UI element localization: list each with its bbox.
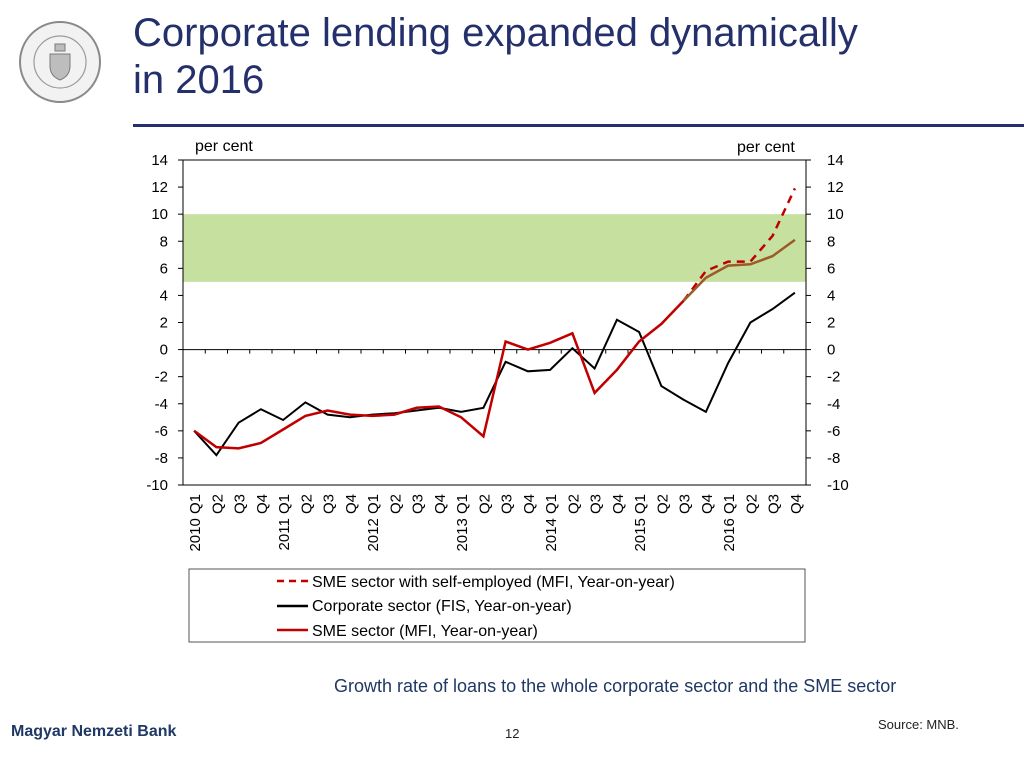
chart-caption: Growth rate of loans to the whole corpor…	[334, 676, 897, 696]
x-tick-label: Q2	[298, 494, 315, 514]
y-tick-label-left: 4	[160, 287, 168, 304]
x-tick-label: Q2	[565, 494, 582, 514]
y-tick-label-left: 10	[151, 206, 168, 223]
page-number: 12	[505, 726, 520, 741]
x-tick-label: 2015 Q1	[632, 494, 649, 552]
x-tick-label: 2013 Q1	[454, 494, 471, 552]
x-tick-label: Q3	[321, 494, 338, 514]
y-tick-label-left: 8	[160, 233, 168, 250]
source-note: Source: MNB.	[878, 717, 959, 732]
left-axis-unit: per cent	[195, 138, 253, 155]
series-line-sme	[193, 299, 685, 450]
series-line-sme-self-employed	[682, 187, 797, 302]
y-tick-label-right: 12	[827, 179, 844, 196]
plot-frame	[182, 159, 807, 486]
y-tick-label-left: -2	[155, 369, 168, 386]
x-tick-label: Q2	[209, 494, 226, 514]
legend-label-corporate: Corporate sector (FIS, Year-on-year)	[312, 598, 572, 615]
x-tick-label: 2014 Q1	[543, 494, 560, 552]
footer-brand: Magyar Nemzeti Bank	[11, 723, 177, 740]
x-tick-label: Q4	[521, 494, 538, 514]
y-tick-label-right: 8	[827, 233, 835, 250]
page-title: Corporate lending expanded dynamically i…	[133, 10, 993, 104]
x-tick-label: Q4	[343, 494, 360, 514]
x-tick-label: Q3	[232, 494, 249, 514]
target-band	[183, 214, 806, 282]
x-tick-label: Q3	[766, 494, 783, 514]
y-tick-label-right: 14	[827, 152, 844, 169]
x-tick-marks	[182, 349, 807, 354]
y-tick-label-right: -4	[827, 396, 840, 413]
y-tick-label-left: 14	[151, 152, 168, 169]
title-line-2: in 2016	[133, 58, 265, 102]
x-tick-label: Q2	[654, 494, 671, 514]
x-tick-label: 2016 Q1	[721, 494, 738, 552]
legend-label-sme: SME sector (MFI, Year-on-year)	[312, 623, 538, 640]
y-tick-label-right: -6	[827, 423, 840, 440]
x-tick-label: 2010 Q1	[187, 494, 204, 552]
right-axis-unit: per cent	[737, 139, 795, 156]
x-tick-label: Q2	[743, 494, 760, 514]
y-tick-label-right: 0	[827, 342, 835, 359]
y-tick-label-right: 6	[827, 260, 835, 277]
y-tick-label-left: 6	[160, 260, 168, 277]
series-line-sme-continuation	[682, 238, 796, 302]
series-line-corporate	[193, 291, 796, 457]
x-tick-label: Q3	[588, 494, 605, 514]
y-tick-label-left: -4	[155, 396, 168, 413]
x-tick-label: Q3	[410, 494, 427, 514]
legend-label-sme-self: SME sector with self-employed (MFI, Year…	[312, 574, 675, 591]
series-lines	[193, 187, 797, 457]
y-tick-label-left: -8	[155, 450, 168, 467]
y-tick-label-right: -2	[827, 369, 840, 386]
x-tick-label: Q4	[610, 494, 627, 514]
y-tick-label-left: -6	[155, 423, 168, 440]
y-tick-label-left: -10	[146, 477, 168, 494]
x-tick-label: 2011 Q1	[276, 494, 293, 550]
title-line-1: Corporate lending expanded dynamically	[133, 11, 858, 55]
y-tick-label-right: -10	[827, 477, 849, 494]
x-tick-label: 2012 Q1	[365, 494, 382, 552]
legend: SME sector with self-employed (MFI, Year…	[188, 568, 806, 643]
x-tick-label: Q4	[699, 494, 716, 514]
x-tick-label: Q4	[432, 494, 449, 514]
x-axis: 2010 Q1 Q2 Q3 Q4 2011 Q1 Q2 Q3 Q4 2012 Q1 Q2 Q3 Q4 2…	[187, 494, 805, 552]
mnb-logo	[19, 21, 101, 103]
y-tick-label-right: 2	[827, 315, 835, 332]
y-tick-label-left: 2	[160, 315, 168, 332]
y-tick-label-right: -8	[827, 450, 840, 467]
y-tick-label-right: 4	[827, 287, 835, 304]
x-tick-label: Q3	[499, 494, 516, 514]
y-tick-label-left: 12	[151, 179, 168, 196]
x-tick-label: Q2	[387, 494, 404, 514]
x-tick-label: Q4	[788, 494, 805, 514]
y-tick-label-right: 10	[827, 206, 844, 223]
y-tick-label-left: 0	[160, 342, 168, 359]
x-tick-label: Q4	[254, 494, 271, 514]
x-tick-label: Q2	[476, 494, 493, 514]
left-y-axis: 14 12 10 8 6 4 2 0 -2 -4 -6 -8 -10	[146, 152, 183, 494]
title-divider	[133, 124, 1024, 127]
right-y-axis: 14 12 10 8 6 4 2 0 -2 -4 -6 -8 -10	[806, 152, 849, 494]
x-tick-label: Q3	[677, 494, 694, 514]
